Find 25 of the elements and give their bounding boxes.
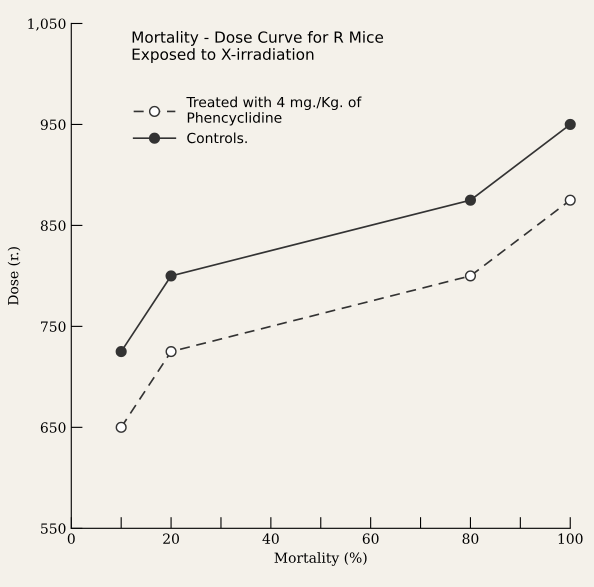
x-tick-label: 60 [362, 533, 379, 544]
legend-label: Treated with 4 mg./Kg. of Phencyclidine [186, 96, 362, 126]
point [116, 346, 127, 358]
y-axis-title: Dose (r.) [8, 247, 20, 305]
x-tick-label: 80 [462, 533, 478, 544]
x-tick-label: 40 [262, 533, 279, 544]
y-tick-label: 650 [40, 422, 66, 433]
y-tick-label: 950 [40, 119, 66, 130]
point [464, 270, 476, 282]
y-tick-label: 750 [41, 321, 66, 332]
point [464, 194, 476, 206]
text: Mortality - Dose Curve for R Mice Exposed to X-irradiation [132, 31, 384, 63]
y-tick-label: 1,050 [28, 18, 66, 31]
y-tick-label: 850 [40, 220, 66, 231]
x-tick-label: 20 [163, 533, 179, 544]
point [564, 194, 576, 206]
y-tick-label: 550 [41, 523, 66, 534]
x-tick-label: 0 [68, 533, 75, 544]
x-tick-label: 100 [558, 533, 583, 544]
point [166, 270, 177, 282]
point [116, 422, 127, 433]
legend-label: Controls. [187, 132, 247, 144]
point [564, 118, 576, 130]
x-axis-title: Mortality (%) [274, 552, 367, 566]
point [166, 346, 177, 358]
